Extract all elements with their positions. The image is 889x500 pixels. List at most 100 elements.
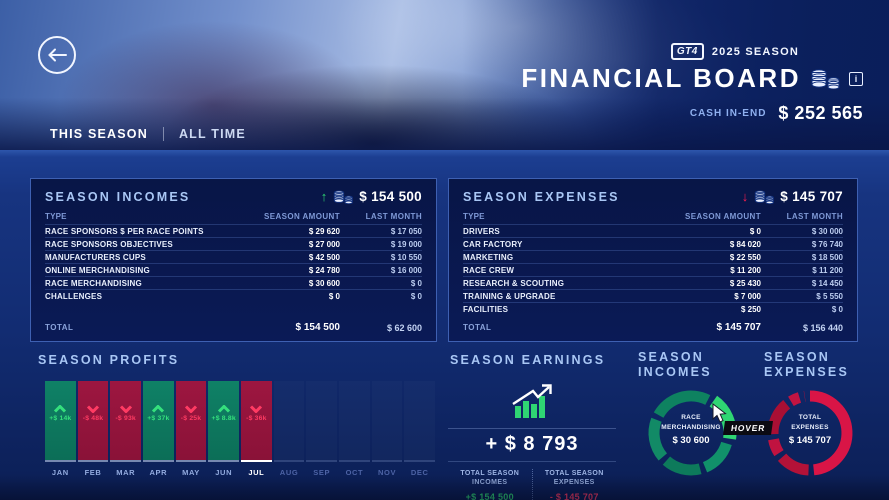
row-lastmonth-cell: $ 11 200 [812, 265, 843, 275]
table-row: ONLINE MERCHANDISING $ 24 780 $ 16 000 [45, 263, 422, 276]
month-label: APR [149, 468, 168, 477]
chevron-up-icon [152, 405, 165, 413]
expenses-total-row: TOTAL $ 145 707 $ 156 440 [463, 322, 843, 333]
row-type-cell: ONLINE MERCHANDISING [45, 265, 150, 275]
incomes-total-badge: $ 154 500 [359, 189, 422, 204]
season-profits-chart: +$ 14k JAN -$ 48k FEB -$ 93k MAR +$ 37k APR -$ 2… [45, 381, 436, 477]
profit-bar [404, 381, 435, 460]
chevron-up-icon [217, 405, 230, 413]
chevron-down-icon [184, 405, 198, 413]
chevron-down-icon [119, 405, 132, 413]
donut-segment[interactable] [702, 441, 732, 473]
season-profits-title: SEASON PROFITS [38, 353, 180, 367]
expenses-table-header: TYPE SEASON AMOUNT LAST MONTH [463, 212, 843, 221]
row-type-cell: TRAINING & UPGRADE [463, 291, 556, 301]
table-row: RACE SPONSORS OBJECTIVES $ 27 000 $ 19 000 [45, 237, 422, 250]
chevron-down-icon [86, 405, 100, 413]
baseline-segment [110, 460, 142, 462]
month-label: FEB [84, 468, 102, 477]
cash-in-end-value: $ 252 565 [778, 103, 863, 123]
row-lastmonth-cell: $ 10 550 [390, 252, 422, 262]
donut-segment[interactable] [648, 417, 668, 461]
row-amount-cell: $ 11 200 [730, 265, 761, 275]
tab-all-time[interactable]: ALL TIME [178, 127, 246, 141]
row-type-cell: DRIVERS [463, 226, 500, 236]
season-label: 2025 SEASON [711, 45, 799, 58]
donut-segment[interactable] [809, 390, 853, 476]
total-incomes-value: +$ 154 500 [465, 491, 514, 500]
back-button[interactable] [38, 36, 76, 74]
expenses-table-body: DRIVERS $ 0 $ 30 000 CAR FACTORY $ 84 020 $ 7… [463, 224, 843, 315]
month-col-apr[interactable]: +$ 37k APR [143, 381, 174, 477]
baseline-segment [45, 460, 76, 462]
baseline-segment [371, 460, 403, 462]
month-col-dec: DEC [404, 381, 436, 477]
month-col-jan[interactable]: +$ 14k JAN [45, 381, 76, 477]
hero-banner: GT4 2025 SEASON FINANCIAL BOARD [0, 0, 889, 150]
donut-segment[interactable] [767, 399, 791, 435]
row-amount-cell: $ 42 500 [308, 252, 340, 262]
table-row: RACE CREW $ 11 200 $ 11 200 [463, 263, 843, 276]
month-label: DEC [410, 468, 429, 477]
donut-segment[interactable] [662, 456, 702, 476]
month-label: NOV [378, 468, 397, 477]
table-row: DRIVERS $ 0 $ 30 000 [463, 224, 843, 237]
row-type-cell: CHALLENGES [45, 291, 103, 301]
month-col-jul[interactable]: -$ 36k JUL [241, 381, 272, 477]
expenses-total-badge: $ 145 707 [780, 189, 843, 204]
month-col-mar[interactable]: -$ 93k MAR [110, 381, 142, 477]
tab-this-season[interactable]: THIS SEASON [50, 127, 148, 141]
row-lastmonth-cell: $ 30 000 [811, 226, 843, 236]
row-lastmonth-cell: $ 16 000 [390, 265, 422, 275]
row-amount-cell: $ 250 [740, 304, 761, 314]
baseline-segment [241, 460, 272, 462]
row-lastmonth-cell: $ 0 [831, 304, 843, 314]
mouse-cursor [712, 403, 727, 423]
month-col-sep: SEP [306, 381, 338, 477]
donut-segment[interactable] [788, 392, 802, 407]
season-earnings-title: SEASON EARNINGS [450, 353, 606, 367]
row-amount-cell: $ 27 000 [308, 239, 340, 249]
profit-bar: -$ 25k [175, 381, 207, 460]
row-type-cell: MARKETING [463, 252, 514, 262]
row-lastmonth-cell: $ 76 740 [811, 239, 843, 249]
title-row: FINANCIAL BOARD i [521, 63, 863, 94]
row-amount-cell: $ 24 780 [308, 265, 340, 275]
expenses-panel-title: SEASON EXPENSES [463, 189, 620, 204]
info-icon[interactable]: i [849, 71, 863, 86]
row-lastmonth-cell: $ 19 000 [390, 239, 422, 249]
incomes-table-body: RACE SPONSORS $ PER RACE POINTS $ 29 620 $… [45, 224, 422, 302]
month-col-jun[interactable]: +$ 8.8k JUN [208, 381, 240, 477]
profit-bar: -$ 48k [77, 381, 109, 460]
table-row: CAR FACTORY $ 84 020 $ 76 740 [463, 237, 843, 250]
incomes-total-row: TOTAL $ 154 500 $ 62 600 [45, 322, 422, 333]
total-incomes-label: TOTAL SEASON INCOMES [460, 470, 520, 487]
donut-segment[interactable] [768, 438, 784, 457]
table-row: FACILITIES $ 250 $ 0 [463, 302, 843, 315]
baseline-segment [175, 460, 207, 462]
month-col-nov: NOV [371, 381, 403, 477]
baseline-segment [404, 460, 436, 462]
row-lastmonth-cell: $ 0 [410, 278, 422, 288]
month-col-feb[interactable]: -$ 48k FEB [77, 381, 109, 477]
row-type-cell: RACE MERCHANDISING [45, 278, 142, 288]
hover-tooltip: HOVER [723, 421, 774, 435]
table-row: CHALLENGES $ 0 $ 0 [45, 289, 422, 302]
incomes-table-header: TYPE SEASON AMOUNT LAST MONTH [45, 212, 422, 221]
row-type-cell: CAR FACTORY [463, 239, 523, 249]
month-col-may[interactable]: -$ 25k MAY [175, 381, 207, 477]
row-type-cell: RESEARCH & SCOUTING [463, 278, 565, 288]
row-amount-cell: $ 29 620 [308, 226, 340, 236]
row-lastmonth-cell: $ 18 500 [811, 252, 843, 262]
incomes-panel-title: SEASON INCOMES [45, 189, 191, 204]
donut-segment[interactable] [653, 390, 711, 418]
expenses-donut-chart: TOTAL EXPENSES $ 145 707 [764, 387, 856, 479]
row-type-cell: RACE SPONSORS $ PER RACE POINTS [45, 226, 204, 236]
table-row: RACE MERCHANDISING $ 30 600 $ 0 [45, 276, 422, 289]
arrow-left-icon [48, 48, 67, 62]
donut-segment[interactable] [777, 453, 810, 476]
growth-chart-icon [448, 378, 616, 428]
expenses-donut-title: SEASON EXPENSES [764, 350, 849, 379]
cash-in-end-label: CASH IN-END [689, 108, 767, 119]
